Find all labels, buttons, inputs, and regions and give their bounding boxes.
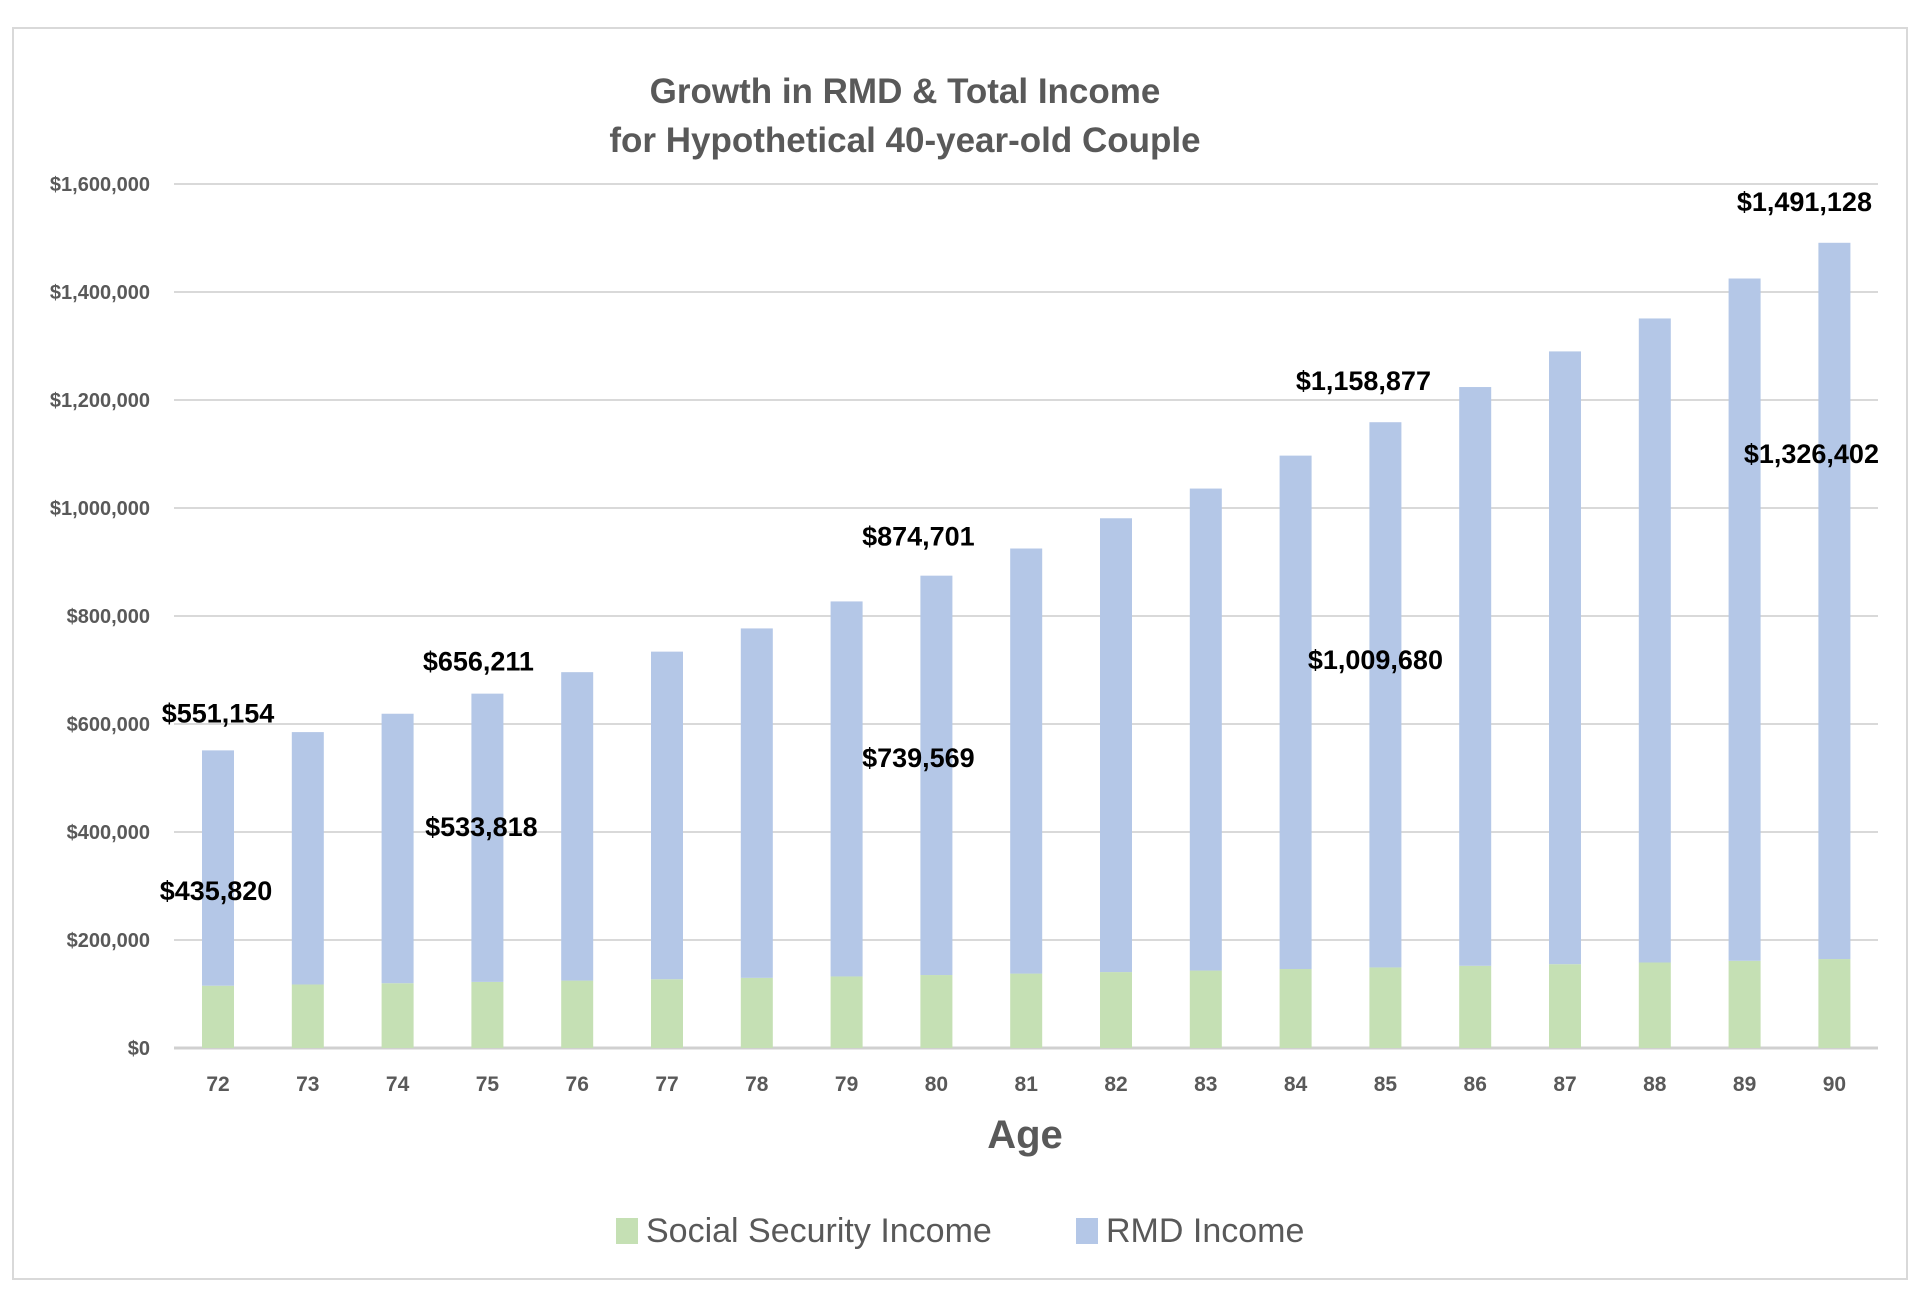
bar-rmd	[1549, 351, 1581, 965]
legend: Social Security Income RMD Income	[616, 1212, 1304, 1250]
bar-social-security	[1279, 969, 1312, 1048]
bar-rmd	[1638, 318, 1671, 963]
rmd-data-label: $533,818	[425, 812, 538, 842]
bar-rmd	[1459, 387, 1492, 966]
rmd-data-label: $739,569	[862, 743, 975, 773]
bar-rmd	[651, 651, 683, 980]
bar-rmd	[561, 672, 594, 981]
total-data-label: $551,154	[162, 698, 275, 728]
bar-rmd	[830, 601, 863, 977]
bar-social-security	[1100, 972, 1132, 1048]
total-data-label: $1,158,877	[1296, 366, 1431, 396]
total-data-label: $1,491,128	[1737, 187, 1872, 217]
bar-rmd	[920, 575, 953, 976]
bar-rmd	[381, 713, 414, 984]
x-tick-label: 89	[1733, 1073, 1756, 1096]
bar-social-security	[471, 981, 504, 1048]
x-tick-label: 78	[745, 1073, 769, 1096]
bar-rmd	[1818, 242, 1851, 960]
bar-social-security	[561, 980, 594, 1048]
x-tick-label: 84	[1284, 1073, 1308, 1096]
bar-rmd	[202, 750, 234, 986]
bar-social-security	[651, 979, 683, 1048]
y-tick-label: $200,000	[67, 930, 150, 952]
total-data-label: $656,211	[423, 647, 534, 677]
x-tick-label: 86	[1464, 1073, 1487, 1096]
x-tick-label: 85	[1374, 1073, 1398, 1096]
y-tick-label: $0	[128, 1038, 150, 1060]
y-tick-label: $400,000	[67, 822, 150, 844]
x-tick-label: 88	[1643, 1073, 1667, 1096]
bar-social-security	[1459, 965, 1492, 1048]
x-tick-label: 74	[386, 1073, 410, 1096]
x-tick-label: 87	[1553, 1073, 1576, 1096]
bar-rmd	[1100, 518, 1132, 973]
bar-social-security	[202, 985, 234, 1048]
chart-subtitle: for Hypothetical 40-year-old Couple	[609, 121, 1200, 160]
x-axis-label: Age	[987, 1113, 1063, 1157]
x-tick-label: 82	[1104, 1073, 1127, 1096]
y-tick-label: $1,600,000	[50, 174, 150, 196]
bar-rmd	[1279, 455, 1312, 970]
bar-social-security	[291, 984, 324, 1048]
legend-label-rmd: RMD Income	[1106, 1212, 1304, 1250]
bar-social-security	[1818, 959, 1851, 1048]
rmd-data-label: $1,326,402	[1744, 439, 1879, 469]
rmd-data-label: $1,009,680	[1308, 645, 1443, 675]
bar-social-security	[740, 977, 773, 1048]
x-tick-label: 80	[925, 1073, 948, 1096]
rmd-data-label: $435,820	[160, 876, 273, 906]
y-tick-label: $1,400,000	[50, 282, 150, 304]
x-tick-label: 81	[1015, 1073, 1039, 1096]
y-tick-label: $600,000	[67, 714, 150, 736]
chart-title: Growth in RMD & Total Income	[650, 72, 1161, 111]
x-tick-label: 72	[206, 1073, 229, 1096]
x-tick-label: 90	[1823, 1073, 1846, 1096]
bar-social-security	[1638, 962, 1671, 1048]
bar-social-security	[830, 976, 863, 1048]
x-tick-label: 83	[1194, 1073, 1217, 1096]
bar-rmd	[740, 628, 773, 978]
bar-social-security	[1549, 964, 1581, 1048]
bar-rmd	[1369, 422, 1402, 968]
legend-label-social-security: Social Security Income	[646, 1212, 992, 1250]
bar-social-security	[920, 975, 953, 1048]
bar-rmd	[1189, 488, 1222, 971]
y-tick-label: $1,200,000	[50, 390, 150, 412]
x-tick-label: 76	[566, 1073, 589, 1096]
legend-swatch-rmd	[1076, 1218, 1098, 1244]
x-tick-label: 79	[835, 1073, 858, 1096]
y-tick-label: $1,000,000	[50, 498, 150, 520]
chart-frame	[12, 27, 1908, 1280]
bar-social-security	[1189, 970, 1222, 1048]
bar-social-security	[1010, 973, 1043, 1048]
x-tick-label: 75	[476, 1073, 500, 1096]
bar-rmd	[1728, 278, 1761, 961]
bar-rmd	[471, 693, 504, 982]
total-data-label: $874,701	[862, 522, 975, 552]
legend-swatch-social-security	[616, 1218, 638, 1244]
x-tick-label: 73	[296, 1073, 319, 1096]
y-tick-label: $800,000	[67, 606, 150, 628]
bar-rmd	[1010, 548, 1043, 974]
bar-rmd	[291, 732, 324, 985]
bar-social-security	[381, 983, 414, 1048]
x-tick-label: 77	[655, 1073, 678, 1096]
bar-social-security	[1728, 960, 1761, 1048]
bar-social-security	[1369, 967, 1402, 1048]
